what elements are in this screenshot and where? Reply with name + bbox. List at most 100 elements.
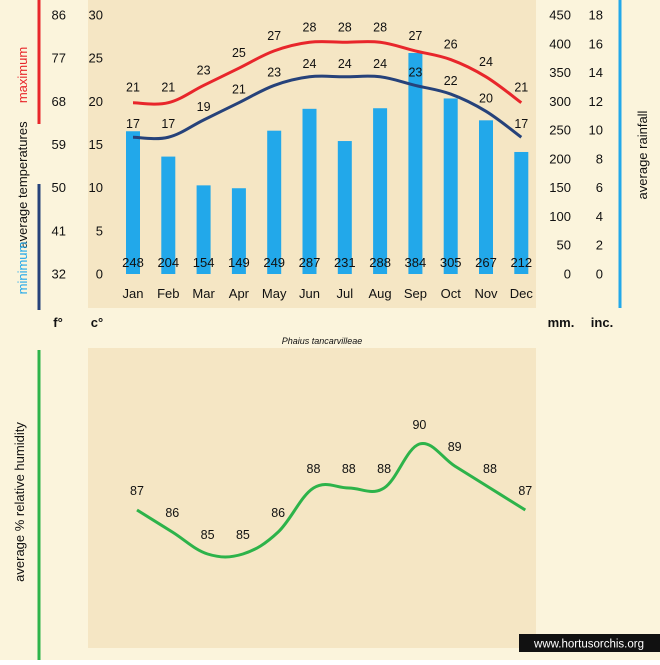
humidity-value-label: 88 bbox=[307, 462, 321, 476]
maximum-temperature-label: 28 bbox=[303, 20, 317, 34]
inch-tick-label: 8 bbox=[596, 151, 603, 166]
minimum-temperature-label: 17 bbox=[514, 117, 528, 131]
rainfall-value-label: 288 bbox=[369, 255, 391, 270]
watermark-box bbox=[519, 634, 660, 652]
rainfall-bar bbox=[408, 52, 423, 275]
month-label: Aug bbox=[369, 286, 392, 301]
celsius-unit-label: c° bbox=[91, 315, 103, 330]
rainfall-bars bbox=[126, 52, 529, 275]
inch-tick-label: 6 bbox=[596, 180, 603, 195]
humidity-value-label: 85 bbox=[201, 528, 215, 542]
mm-tick-label: 0 bbox=[564, 267, 571, 282]
fahrenheit-tick-label: 86 bbox=[52, 8, 66, 23]
maximum-temperature-label: 26 bbox=[444, 38, 458, 52]
minimum-temperature-label: 24 bbox=[373, 57, 387, 71]
humidity-value-label: 87 bbox=[130, 484, 144, 498]
month-label: Sep bbox=[404, 286, 427, 301]
rainfall-bar bbox=[302, 108, 317, 274]
maximum-temperature-label: 21 bbox=[126, 81, 140, 95]
rainfall-value-label: 154 bbox=[193, 255, 215, 270]
humidity-value-label: 89 bbox=[448, 440, 462, 454]
fahrenheit-tick-label: 32 bbox=[52, 267, 66, 282]
humidity-series: 87 86 85 85 86 88 88 88 90 89 88 87 bbox=[130, 418, 532, 559]
minimum-temperature-label: 24 bbox=[338, 57, 352, 71]
minimum-temperature-label: 17 bbox=[161, 117, 175, 131]
rainfall-bar bbox=[161, 156, 176, 274]
rainfall-value-label: 384 bbox=[405, 255, 427, 270]
month-label: Feb bbox=[157, 286, 179, 301]
mm-tick-label: 100 bbox=[549, 209, 571, 224]
fahrenheit-unit-label: f° bbox=[53, 315, 63, 330]
inch-tick-label: 0 bbox=[596, 267, 603, 282]
month-label: Apr bbox=[229, 286, 250, 301]
rainfall-value-label: 249 bbox=[263, 255, 285, 270]
data-labels: 248 204 154 149 249 287 231 288 384 305 267 212 21 21… bbox=[122, 20, 532, 270]
species-title: Phaius tancarvilleae bbox=[282, 336, 363, 346]
maximum-temperature-label: 27 bbox=[408, 29, 422, 43]
humidity-value-label: 86 bbox=[165, 506, 179, 520]
celsius-tick-label: 0 bbox=[96, 267, 103, 282]
rainfall-value-label: 248 bbox=[122, 255, 144, 270]
mm-tick-label: 50 bbox=[557, 238, 571, 253]
rainfall-bar bbox=[443, 98, 458, 274]
rainfall-bar bbox=[373, 108, 388, 275]
fahrenheit-tick-label: 59 bbox=[52, 137, 66, 152]
month-label: Jun bbox=[299, 286, 320, 301]
month-label: Oct bbox=[441, 286, 462, 301]
average-rainfall-label: average rainfall bbox=[635, 110, 650, 199]
inch-tick-label: 14 bbox=[589, 65, 603, 80]
month-label: Jan bbox=[123, 286, 144, 301]
rainfall-bar bbox=[231, 188, 246, 274]
celsius-tick-label: 10 bbox=[89, 180, 103, 195]
mm-unit-label: mm. bbox=[548, 315, 575, 330]
humidity-value-label: 90 bbox=[412, 418, 426, 432]
rainfall-value-label: 231 bbox=[334, 255, 356, 270]
humidity-axis-label: average % relative humidity bbox=[12, 422, 27, 582]
minimum-temperature-label: 21 bbox=[232, 83, 246, 97]
mm-tick-label: 300 bbox=[549, 94, 571, 109]
rainfall-value-label: 212 bbox=[510, 255, 532, 270]
minimum-temperature-line bbox=[132, 74, 523, 141]
month-label: Mar bbox=[192, 286, 215, 301]
rainfall-value-label: 204 bbox=[157, 255, 179, 270]
average-temperatures-label: average temperatures bbox=[15, 121, 30, 249]
rainfall-bar bbox=[126, 131, 140, 274]
celsius-tick-label: 20 bbox=[89, 94, 103, 109]
rainfall-bar bbox=[479, 120, 493, 275]
maximum-label: maximum bbox=[15, 47, 30, 103]
mm-tick-label: 150 bbox=[549, 180, 571, 195]
watermark-text[interactable]: www.hortusorchis.org bbox=[533, 639, 644, 651]
month-label: May bbox=[262, 286, 287, 301]
rainfall-value-label: 287 bbox=[299, 255, 321, 270]
humidity-line bbox=[136, 441, 527, 559]
maximum-temperature-label: 21 bbox=[161, 81, 175, 95]
month-label: Dec bbox=[510, 286, 534, 301]
celsius-tick-label: 15 bbox=[89, 137, 103, 152]
humidity-value-label: 88 bbox=[377, 462, 391, 476]
humidity-value-label: 88 bbox=[342, 462, 356, 476]
maximum-temperature-label: 27 bbox=[267, 29, 281, 43]
maximum-temperature-label: 28 bbox=[373, 20, 387, 34]
humidity-plot-area bbox=[88, 348, 536, 648]
fahrenheit-tick-label: 50 bbox=[52, 180, 66, 195]
inch-tick-label: 2 bbox=[596, 238, 603, 253]
humidity-value-label: 86 bbox=[271, 506, 285, 520]
mm-tick-label: 350 bbox=[549, 65, 571, 80]
rainfall-bar bbox=[337, 141, 352, 274]
maximum-temperature-label: 24 bbox=[479, 55, 493, 69]
maximum-temperature-label: 28 bbox=[338, 20, 352, 34]
maximum-temperature-line bbox=[132, 40, 523, 106]
minimum-temperature-label: 17 bbox=[126, 117, 140, 131]
maximum-temperature-label: 21 bbox=[514, 81, 528, 95]
humidity-value-label: 87 bbox=[518, 484, 532, 498]
axis-ticks: 0 32 5 41 10 50 15 59 20 68 25 77 30 86 0 0 50 2 100 4 150 6 2… bbox=[52, 8, 603, 302]
rainfall-value-label: 149 bbox=[228, 255, 250, 270]
rainfall-bar bbox=[514, 151, 529, 274]
inch-tick-label: 10 bbox=[589, 123, 603, 138]
inch-tick-label: 18 bbox=[589, 8, 603, 23]
inch-tick-label: 16 bbox=[589, 36, 603, 51]
humidity-value-label: 88 bbox=[483, 462, 497, 476]
inch-unit-label: inc. bbox=[591, 315, 613, 330]
